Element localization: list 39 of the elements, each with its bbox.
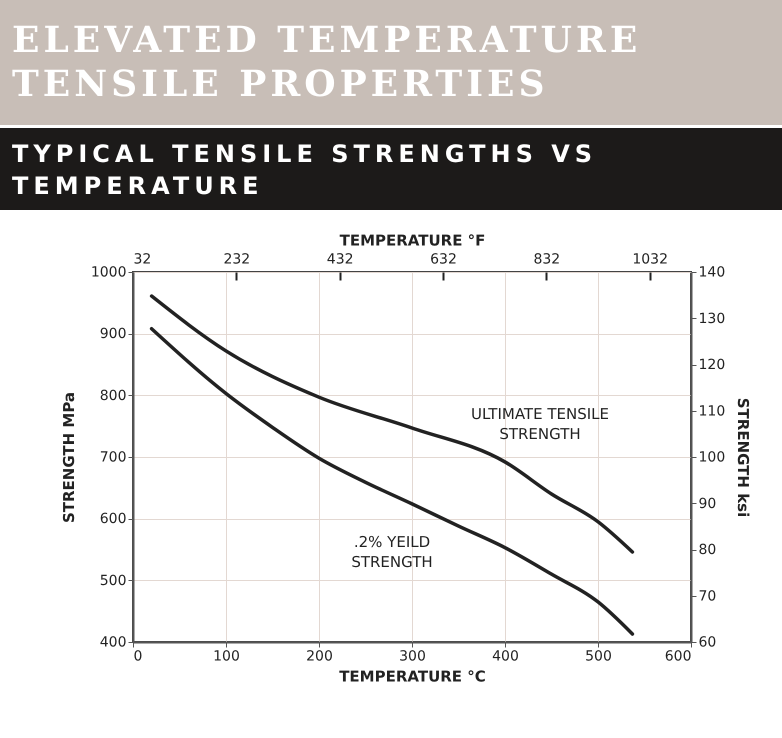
y-tick-label: 800 <box>100 388 126 404</box>
x-tick-label: 100 <box>213 648 240 664</box>
x-tick-label: 500 <box>585 648 612 664</box>
x2-tick-label: 32 <box>134 252 152 268</box>
y-tick-label: 700 <box>100 450 126 466</box>
y2-tick-label: 70 <box>698 588 716 604</box>
x-tick-label: 600 <box>664 648 692 664</box>
y2-tick-label: 80 <box>698 542 716 558</box>
x-tick-label: 400 <box>492 648 519 664</box>
x2-tick-label: 432 <box>326 252 354 268</box>
y-tick-label: 500 <box>100 572 126 589</box>
series-label: .2% YEILD STRENGTH <box>351 532 433 571</box>
y2-tick-label: 140 <box>698 264 726 280</box>
x2-tick-label: 232 <box>223 252 250 268</box>
y-tick-label: 600 <box>100 511 126 528</box>
y2-tick-label: 100 <box>698 450 726 466</box>
series-label: ULTIMATE TENSILE STRENGTH <box>471 404 609 443</box>
x2-tick-label: 1032 <box>632 252 668 268</box>
chart-title: ELEVATED TEMPERATURE TENSILE PROPERTIES <box>0 0 782 125</box>
y2-tick-label: 90 <box>698 496 716 512</box>
y-axis-title: STRENGTH MPa <box>60 392 78 524</box>
y-tick-label: 400 <box>100 634 126 650</box>
chart-subtitle: TYPICAL TENSILE STRENGTHS VS TEMPERATURE <box>0 128 782 210</box>
line-series <box>150 326 634 636</box>
y2-tick-label: 110 <box>698 403 726 420</box>
x-tick-label: 300 <box>399 648 426 664</box>
y2-tick-label: 60 <box>698 634 716 650</box>
y2-tick-label: 120 <box>698 357 726 373</box>
line-series <box>150 294 634 554</box>
x-tick-label: 200 <box>306 648 333 664</box>
x2-tick-label: 632 <box>430 252 457 268</box>
x2-axis-title: TEMPERATURE °F <box>340 232 486 250</box>
x-tick-label: 0 <box>134 648 142 664</box>
x2-tick-label: 832 <box>533 252 560 268</box>
y-tick-label: 1000 <box>90 264 126 280</box>
y-tick-label: 900 <box>100 326 126 342</box>
y2-tick-label: 130 <box>698 310 726 327</box>
y2-axis-title: STRENGTH ksi <box>734 398 752 518</box>
x-axis-title: TEMPERATURE °C <box>339 668 486 686</box>
